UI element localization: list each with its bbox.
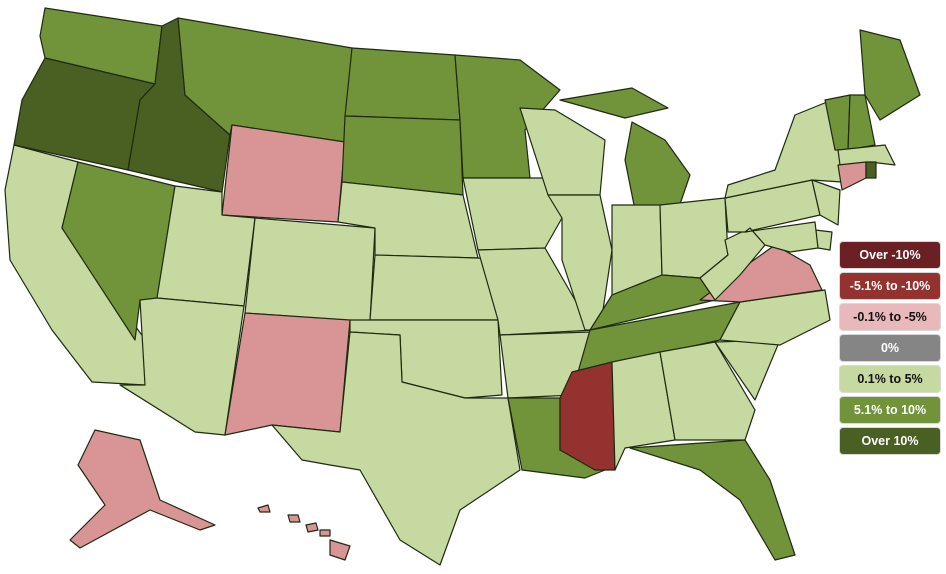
state-HI[interactable] [257,504,351,561]
state-IA[interactable] [462,177,563,251]
legend-item-neg5-neg10: -5.1% to -10% [840,273,940,299]
legend-item-over10: Over 10% [840,428,940,454]
state-FL[interactable] [629,439,796,561]
state-GA[interactable] [659,341,756,441]
state-MA[interactable] [837,144,896,166]
state-AZ[interactable] [119,297,245,436]
state-MD[interactable] [744,221,819,253]
state-NC[interactable] [719,289,831,346]
state-SD[interactable] [341,115,464,196]
state-NM[interactable] [224,312,351,436]
state-ME[interactable] [859,29,921,121]
legend-item-neg0-neg5: -0.1% to -5% [840,304,940,330]
state-KS[interactable] [369,254,501,321]
legend: Over -10% -5.1% to -10% -0.1% to -5% 0% … [840,242,940,454]
state-CO[interactable] [244,217,376,323]
state-MN[interactable] [454,54,561,179]
legend-item-zero: 0% [840,335,940,361]
state-NH[interactable] [847,94,876,151]
state-WI[interactable] [519,107,606,196]
state-NJ[interactable] [811,179,841,226]
legend-item-pos0-5: 0.1% to 5% [840,366,940,392]
legend-item-pos5-10: 5.1% to 10% [840,397,940,423]
state-CT[interactable] [837,161,867,191]
state-WY[interactable] [221,124,346,223]
state-AL[interactable] [611,351,676,471]
state-RI[interactable] [865,161,877,179]
legend-item-over-neg10: Over -10% [840,242,940,268]
state-TX[interactable] [271,331,521,566]
state-ND[interactable] [344,47,461,121]
state-AK[interactable] [69,429,216,549]
state-NY[interactable] [724,99,843,199]
